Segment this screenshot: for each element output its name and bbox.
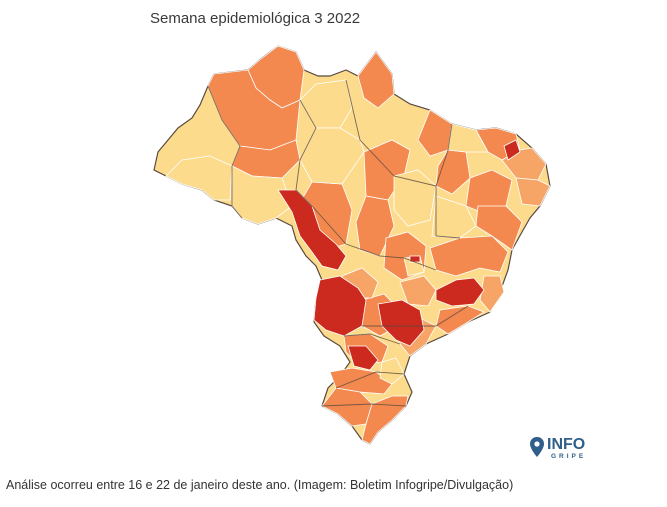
border-south xyxy=(362,305,469,327)
region-light-espirito-santo xyxy=(479,275,505,313)
logo-word: INFO xyxy=(547,436,586,453)
border-sc xyxy=(335,371,405,389)
region-medium-rs-east xyxy=(361,395,409,445)
border-para xyxy=(345,79,437,187)
brazil-map xyxy=(153,45,551,445)
region-low-sc-coast xyxy=(379,357,405,385)
border-parana xyxy=(343,333,401,345)
infogripe-logo: INFO GRIPE xyxy=(529,436,591,462)
border-center xyxy=(311,205,437,271)
map-figure: Semana epidemiológica 3 2022 xyxy=(150,10,591,462)
region-medium-amapa xyxy=(357,51,395,109)
region-high-parana-south xyxy=(347,345,379,371)
low-regions xyxy=(165,79,489,385)
map-title: Semana epidemiológica 3 2022 xyxy=(150,10,361,27)
border-rs xyxy=(321,403,407,407)
region-high-minas-center xyxy=(435,277,485,307)
region-high-sao-paulo-center xyxy=(377,299,425,347)
state-borders xyxy=(207,79,469,407)
region-low-bahia-center xyxy=(431,195,477,239)
border-northeast xyxy=(435,123,461,239)
region-low-goias-north xyxy=(393,169,437,227)
region-medium-rio-de-janeiro xyxy=(435,305,485,335)
region-high-rn xyxy=(503,139,521,161)
border-amazonas xyxy=(207,85,241,167)
logo-subword: GRIPE xyxy=(551,453,587,460)
border-acre xyxy=(231,166,243,219)
border-north xyxy=(295,99,317,207)
region-low-para-west xyxy=(299,127,365,185)
region-medium-minas-east xyxy=(429,235,509,277)
region-light-minas-west xyxy=(399,275,437,307)
image-caption: Análise ocorreu entre 16 e 22 de janeiro… xyxy=(6,478,514,492)
location-pin-icon xyxy=(530,437,544,457)
region-medium-maranhao xyxy=(417,109,453,157)
region-low-acre xyxy=(165,155,233,201)
region-high-mato-grosso-sul xyxy=(313,275,367,337)
region-light-alagoas xyxy=(515,177,551,207)
high-regions xyxy=(277,139,521,371)
